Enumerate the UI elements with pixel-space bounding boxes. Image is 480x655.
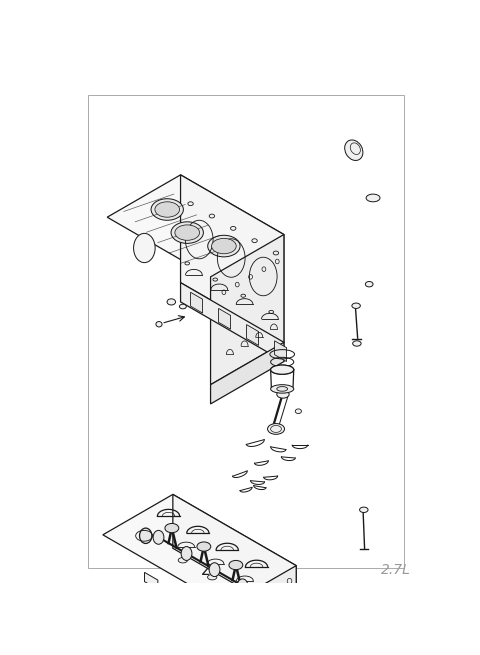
Ellipse shape bbox=[353, 341, 361, 346]
Ellipse shape bbox=[155, 202, 180, 217]
Polygon shape bbox=[226, 566, 296, 655]
Ellipse shape bbox=[133, 233, 155, 263]
Text: 21102: 21102 bbox=[201, 563, 247, 578]
Ellipse shape bbox=[212, 238, 236, 253]
Ellipse shape bbox=[181, 546, 192, 561]
Ellipse shape bbox=[277, 390, 289, 398]
Ellipse shape bbox=[207, 574, 217, 580]
Ellipse shape bbox=[165, 523, 179, 533]
Ellipse shape bbox=[345, 140, 363, 160]
Ellipse shape bbox=[229, 561, 243, 570]
Ellipse shape bbox=[265, 595, 276, 609]
Polygon shape bbox=[103, 495, 296, 606]
Ellipse shape bbox=[295, 409, 301, 413]
Bar bbox=[88, 95, 404, 568]
Ellipse shape bbox=[267, 424, 285, 434]
Ellipse shape bbox=[180, 304, 186, 309]
Ellipse shape bbox=[237, 591, 246, 597]
Text: 2.7L: 2.7L bbox=[381, 563, 410, 577]
Ellipse shape bbox=[266, 608, 276, 614]
Ellipse shape bbox=[208, 235, 240, 257]
Polygon shape bbox=[218, 309, 230, 329]
Ellipse shape bbox=[277, 386, 288, 391]
Ellipse shape bbox=[271, 365, 294, 374]
Polygon shape bbox=[173, 495, 296, 620]
Ellipse shape bbox=[366, 194, 380, 202]
Polygon shape bbox=[211, 234, 284, 384]
Ellipse shape bbox=[153, 531, 164, 544]
Ellipse shape bbox=[175, 225, 200, 240]
Ellipse shape bbox=[352, 303, 360, 309]
Polygon shape bbox=[251, 634, 264, 651]
Polygon shape bbox=[191, 292, 203, 313]
Ellipse shape bbox=[271, 384, 294, 393]
Ellipse shape bbox=[167, 299, 176, 305]
Ellipse shape bbox=[360, 507, 368, 512]
Ellipse shape bbox=[151, 198, 183, 220]
Polygon shape bbox=[144, 572, 158, 590]
Polygon shape bbox=[275, 341, 287, 362]
Ellipse shape bbox=[197, 542, 211, 552]
Ellipse shape bbox=[365, 282, 373, 287]
Polygon shape bbox=[211, 343, 284, 404]
Polygon shape bbox=[180, 283, 284, 362]
Ellipse shape bbox=[156, 322, 162, 327]
Ellipse shape bbox=[209, 563, 220, 576]
Polygon shape bbox=[107, 175, 284, 277]
Ellipse shape bbox=[171, 222, 204, 244]
Ellipse shape bbox=[237, 579, 248, 593]
Polygon shape bbox=[198, 603, 211, 620]
Polygon shape bbox=[180, 175, 284, 343]
Polygon shape bbox=[247, 325, 259, 345]
Ellipse shape bbox=[178, 557, 188, 563]
Ellipse shape bbox=[140, 528, 152, 544]
